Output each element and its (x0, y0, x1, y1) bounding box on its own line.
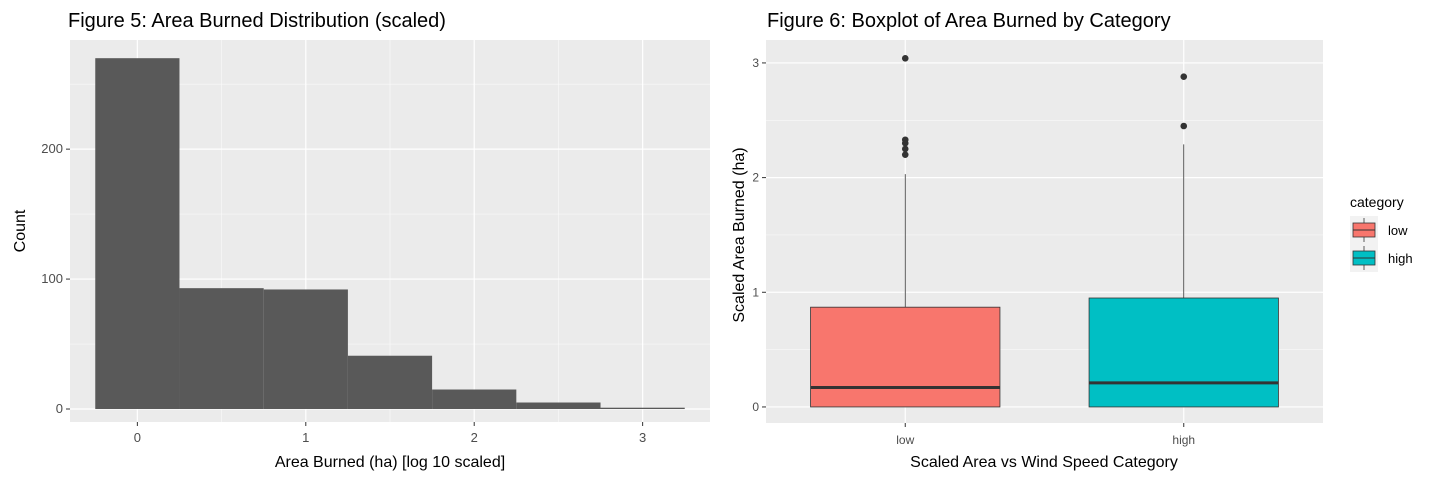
y-tick-label: 100 (41, 271, 63, 286)
legend-items: low high (1350, 216, 1413, 272)
x-tick-label: 1 (302, 430, 309, 445)
outlier-point (901, 136, 909, 144)
histogram-x-axis-title: Area Burned (ha) [log 10 scaled] (275, 454, 505, 471)
outlier-point (901, 151, 909, 158)
histogram-bar (432, 389, 517, 410)
histogram-bar (179, 288, 264, 410)
box-low (810, 306, 1001, 408)
x-tick-label: high (1172, 433, 1195, 447)
histogram-bar (95, 58, 180, 410)
legend-label-low: low (1388, 223, 1408, 238)
y-tick-label: 3 (752, 56, 759, 70)
outlier-point (1180, 122, 1188, 130)
outlier-point (901, 55, 909, 62)
y-tick-label: 1 (752, 285, 759, 299)
histogram-ticks: 0 1 2 3 0 100 200 (41, 141, 646, 445)
y-tick-label: 200 (41, 141, 63, 156)
boxplot-boxes (810, 55, 1279, 408)
y-tick-label: 0 (56, 401, 63, 416)
histogram-title: Figure 5: Area Burned Distribution (scal… (68, 10, 446, 32)
x-tick-label: 0 (134, 430, 141, 445)
x-tick-label: 2 (471, 430, 478, 445)
boxplot-y-axis-title: Scaled Area Burned (ha) (731, 147, 748, 322)
histogram-bar (347, 355, 433, 410)
boxplot-title: Figure 6: Boxplot of Area Burned by Cate… (767, 10, 1171, 32)
legend-title: category (1350, 194, 1404, 210)
x-tick-label: low (896, 433, 914, 447)
boxplot-chart: Figure 6: Boxplot of Area Burned by Cate… (731, 10, 1413, 471)
boxplot-ticks: 0 1 2 3 low high (752, 56, 1195, 447)
histogram-bar (600, 407, 685, 410)
y-tick-label: 2 (752, 171, 759, 185)
box-high (1088, 297, 1279, 408)
legend-label-high: high (1388, 251, 1413, 266)
outlier-point (1180, 73, 1188, 80)
y-tick-label: 0 (752, 400, 759, 414)
outlier-point (901, 145, 909, 153)
histogram-y-axis-title: Count (12, 209, 29, 252)
histogram-bars (95, 58, 685, 410)
x-tick-label: 3 (639, 430, 646, 445)
histogram-chart: Figure 5: Area Burned Distribution (scal… (12, 10, 710, 471)
legend: category low high (1350, 194, 1413, 272)
histogram-bar (263, 289, 348, 410)
histogram-bar (516, 402, 601, 410)
boxplot-x-axis-title: Scaled Area vs Wind Speed Category (910, 454, 1178, 471)
